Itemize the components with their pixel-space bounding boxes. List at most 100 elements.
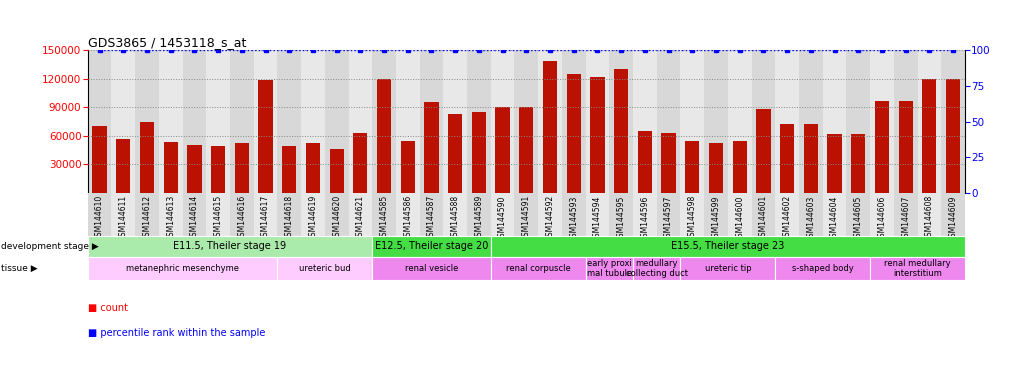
Text: GSM144587: GSM144587 [427,195,436,242]
Bar [894,193,917,235]
Bar [88,50,111,193]
Text: E15.5, Theiler stage 23: E15.5, Theiler stage 23 [671,241,784,251]
Text: GSM144591: GSM144591 [522,195,530,242]
Text: GSM144612: GSM144612 [142,195,152,241]
Text: GSM144617: GSM144617 [261,195,270,242]
Bar [282,146,296,193]
Bar [585,50,609,193]
Text: GSM144613: GSM144613 [166,195,175,242]
Bar [444,193,467,235]
Bar [680,257,775,280]
Bar [609,193,633,235]
Bar [899,101,912,193]
Text: ureteric bud: ureteric bud [299,264,351,273]
Bar [870,50,894,193]
Bar [946,79,960,193]
Bar [444,50,467,193]
Text: GSM144621: GSM144621 [356,195,365,241]
Bar [680,193,704,235]
Bar [561,193,585,235]
Text: GSM144614: GSM144614 [190,195,199,242]
Bar [656,193,680,235]
Text: GSM144619: GSM144619 [309,195,318,242]
Bar [751,193,775,235]
Bar [614,69,628,193]
Bar [400,141,415,193]
Bar [515,50,538,193]
Bar [88,193,111,235]
Bar [93,126,106,193]
Bar [467,193,491,235]
Text: s-shaped body: s-shaped body [792,264,853,273]
Bar [585,257,633,280]
Bar [305,144,320,193]
Text: early proxi
mal tubule: early proxi mal tubule [586,259,632,278]
Bar [349,50,373,193]
Text: GSM144594: GSM144594 [593,195,602,242]
Bar [633,257,680,280]
Bar [828,134,842,193]
Bar [870,257,965,280]
Text: GSM144605: GSM144605 [853,195,863,242]
Text: GSM144598: GSM144598 [687,195,697,242]
Text: metanephric mesenchyme: metanephric mesenchyme [126,264,239,273]
Text: GSM144601: GSM144601 [759,195,768,242]
Text: GSM144603: GSM144603 [806,195,815,242]
Bar [804,124,818,193]
Bar [751,50,775,193]
Bar [728,193,751,235]
Bar [140,121,154,193]
Bar [515,193,538,235]
Bar [424,103,439,193]
Bar [780,124,795,193]
Text: GSM144607: GSM144607 [901,195,910,242]
Bar [164,142,178,193]
Text: medullary
collecting duct: medullary collecting duct [625,259,687,278]
Text: renal corpuscle: renal corpuscle [506,264,571,273]
Text: GSM144589: GSM144589 [475,195,483,242]
Bar [709,144,723,193]
Bar [662,133,676,193]
Bar [491,193,515,235]
Bar [373,257,491,280]
Text: development stage ▶: development stage ▶ [1,242,99,251]
Bar [254,50,278,193]
Bar [894,50,917,193]
Text: GSM144611: GSM144611 [119,195,128,241]
Text: GSM144616: GSM144616 [237,195,247,242]
Text: GSM144595: GSM144595 [617,195,625,242]
Bar [538,193,561,235]
Bar [301,50,325,193]
Bar [117,139,130,193]
Text: ureteric tip: ureteric tip [705,264,751,273]
Bar [206,50,230,193]
Text: GSM144608: GSM144608 [925,195,934,242]
Bar [373,50,396,193]
Bar [941,50,965,193]
Text: renal vesicle: renal vesicle [405,264,458,273]
Bar [491,235,965,257]
Bar [775,257,870,280]
Text: GSM144592: GSM144592 [546,195,554,242]
Text: tissue ▶: tissue ▶ [1,264,37,273]
Bar [135,193,159,235]
Bar [733,141,747,193]
Bar [373,235,491,257]
Bar [206,193,230,235]
Bar [561,50,585,193]
Bar [491,50,515,193]
Bar [396,193,420,235]
Bar [420,50,444,193]
Text: GSM144586: GSM144586 [404,195,412,242]
Text: GSM144618: GSM144618 [285,195,294,241]
Bar [851,134,866,193]
Bar [88,235,373,257]
Bar [656,50,680,193]
Bar [775,50,799,193]
Bar [875,101,889,193]
Bar [325,193,349,235]
Text: E11.5, Theiler stage 19: E11.5, Theiler stage 19 [173,241,287,251]
Text: GSM144596: GSM144596 [641,195,649,242]
Bar [230,50,254,193]
Bar [448,114,462,193]
